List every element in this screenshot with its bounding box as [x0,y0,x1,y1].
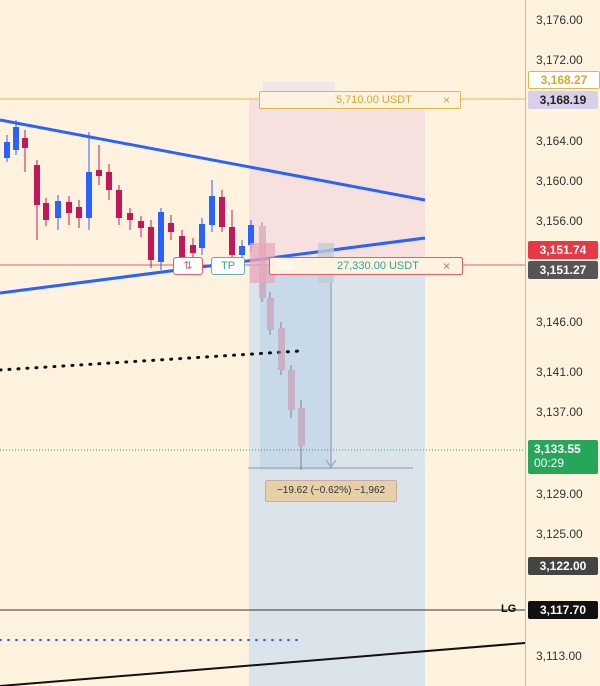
level1-price-label: 3,122.00 [528,557,598,575]
candle-body [76,207,82,218]
measure-arrowhead [325,459,337,468]
tick-label: 3,125.00 [536,527,583,541]
candle-body [248,225,254,245]
current-price-label: 3,133.55 00:29 [528,440,598,474]
tp-tag-label: TP [220,260,236,272]
candle-body [86,172,92,218]
alert-price-label: 3,168.19 [528,91,598,109]
tp-order-text: 27,330.00 USDT [337,260,419,272]
candle-body [4,142,10,158]
candle-body [168,223,174,232]
tick-label: 3,156.00 [536,214,583,228]
candle-body [43,203,49,220]
tick-label: 3,164.00 [536,134,583,148]
tick-label: 3,113.00 [536,649,582,663]
candle-body [209,196,215,225]
tp-entry-partial: ,000 [274,260,296,272]
candle-body [127,213,133,220]
candle-body [219,197,225,227]
candles [4,120,254,270]
tp-price-label: 3,151.27 [528,261,598,279]
tick-label: 3,137.00 [536,405,583,419]
candle-body [158,212,164,262]
current-price-value: 3,133.55 [534,442,581,456]
tp-order-box[interactable]: ,000 27,330.00 USDT × [269,257,463,275]
upper-trendline [0,118,426,202]
candle-body [96,170,102,176]
ghost-candle-body [288,370,295,410]
tick-label: 3,141.00 [536,365,583,379]
tp-close-icon[interactable]: × [443,259,451,273]
candle-body [148,227,154,260]
tick-label: 3,146.00 [536,315,583,329]
candle-body [106,172,112,190]
ghost-candle-body [298,408,305,446]
candle-body [55,201,61,218]
sl-order-box[interactable]: 5,710.00 USDT × [259,91,461,109]
candle-body [190,245,196,253]
candle-body [13,127,19,150]
sl-price-label: 3,168.27 [528,71,600,89]
reverse-icon: ⇅ [183,260,193,272]
dotted-ma-line [0,349,302,372]
tick-label: 3,160.00 [536,174,583,188]
lg-price-label: 3,117.70 [528,601,598,619]
candle-body [239,246,245,255]
candle-body [116,190,122,218]
reverse-button[interactable]: ⇅ [173,257,203,275]
candle-body [22,138,28,148]
candle-body [66,202,72,213]
ghost-candle-body [278,328,285,370]
ghost-candle-body [267,298,274,330]
sl-order-text: 5,710.00 USDT [336,94,412,106]
black-trendline [0,642,525,686]
candle-body [34,165,40,205]
candle-body [199,224,205,248]
price-axis[interactable]: 3,176.00 3,172.00 3,164.00 3,160.00 3,15… [525,0,600,686]
tick-label: 3,172.00 [536,53,583,67]
candle-body [138,221,144,228]
measure-label: −19.62 (−0.62%) −1,962 [265,480,397,502]
tick-label: 3,129.00 [536,487,583,501]
lg-label: LG [501,603,517,615]
sl-close-icon[interactable]: × [443,93,451,107]
tick-label: 3,176.00 [536,13,583,27]
tp-tag[interactable]: TP [211,257,245,275]
candle-body [229,227,235,255]
countdown-value: 00:29 [534,456,565,470]
candle-body [179,236,185,257]
measure-zone [260,265,332,470]
entry-price-label: 3,151.74 [528,241,598,259]
